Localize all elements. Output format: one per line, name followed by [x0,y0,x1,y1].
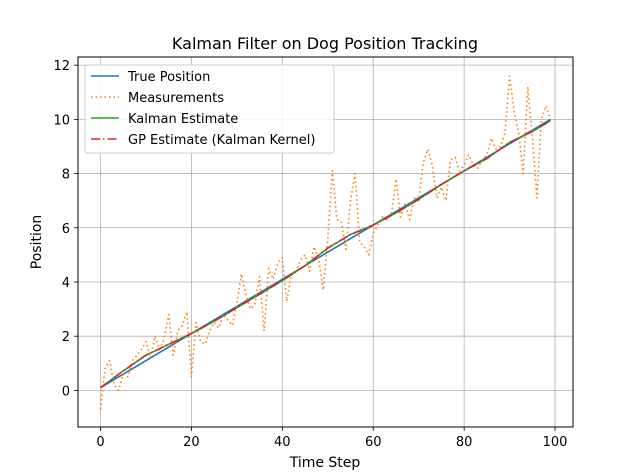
y-axis-label: Position [29,215,45,270]
y-tick-label: 10 [53,113,70,128]
legend: True Position Measurements Kalman Estimate… [84,64,335,154]
y-tick-label: 0 [62,384,70,399]
x-tick-label: 80 [456,435,473,450]
legend-label-gp-estimate-kalman-kernel: GP Estimate (Kalman Kernel) [128,133,315,148]
plot-frame [77,56,574,428]
x-tick-label: 20 [183,435,200,450]
y-tick-label: 2 [62,330,70,345]
x-axis-label: Time Step [289,455,361,471]
x-tick-label: 40 [274,435,291,450]
y-ticks: 0 2 4 6 8 10 12 [53,59,78,399]
y-tick-label: 12 [53,59,70,74]
series-layer [99,75,552,410]
legend-label-true-position: True Position [127,70,210,85]
x-tick-label: 0 [96,435,104,450]
x-tick-label: 100 [543,435,568,450]
legend-box [84,64,335,154]
legend-label-measurements: Measurements [128,91,224,106]
series-line-measurements [99,75,552,410]
y-tick-label: 8 [62,168,70,183]
series-line-gp-estimate-kalman-kernel [100,120,551,389]
chart-title: Kalman Filter on Dog Position Tracking [172,34,478,53]
legend-label-kalman-estimate: Kalman Estimate [128,112,238,127]
y-tick-label: 6 [62,222,70,237]
x-ticks: 0 20 40 60 80 100 [96,427,567,450]
x-tick-label: 60 [365,435,382,450]
y-tick-label: 4 [62,276,70,291]
